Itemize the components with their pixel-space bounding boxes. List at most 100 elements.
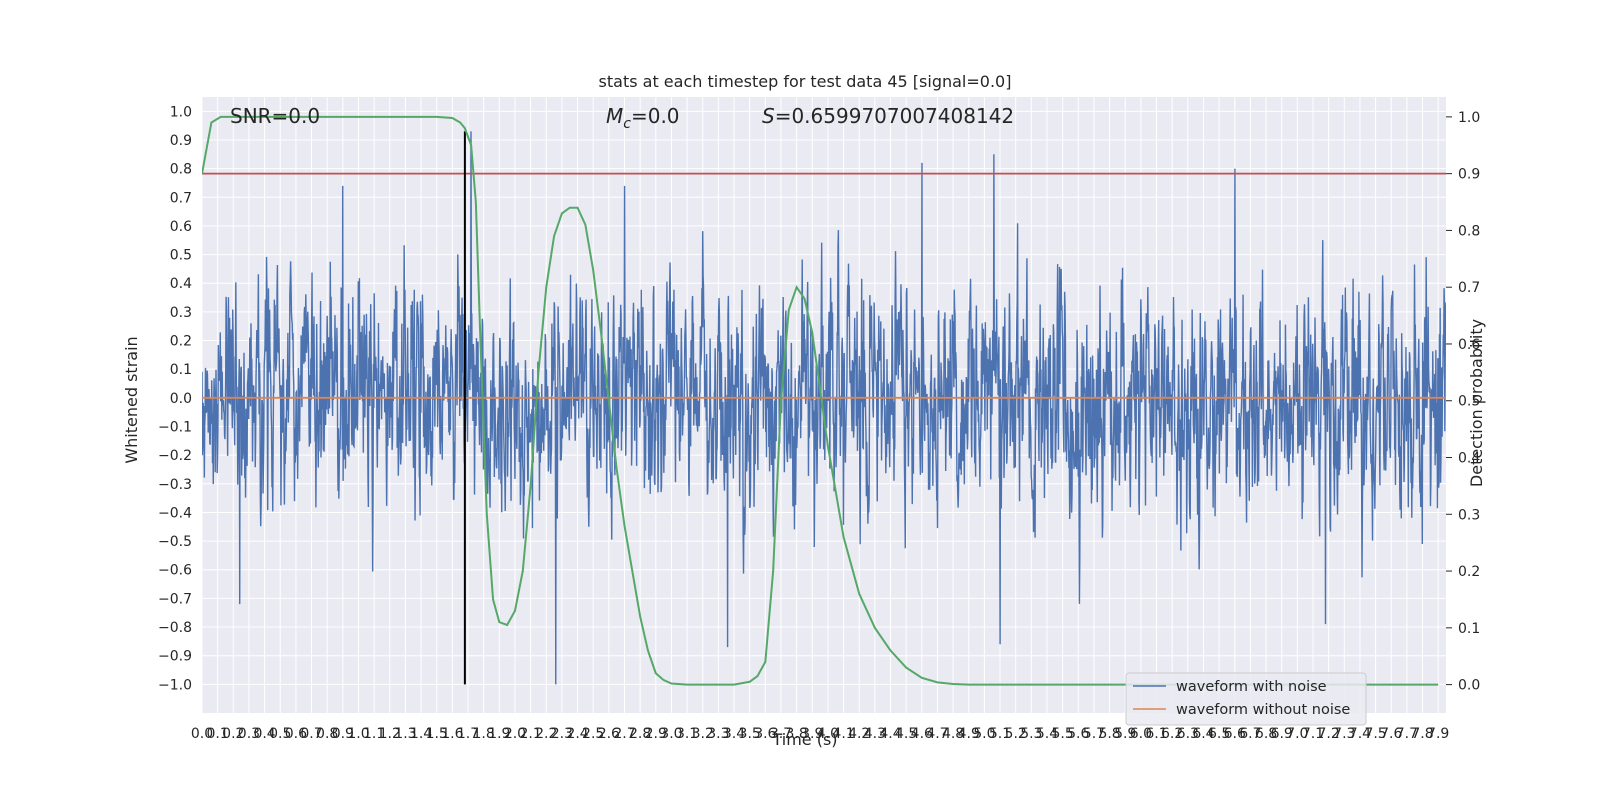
waveform-with-noise-series [202,131,1446,685]
x-tick-label: 5.8 [1098,726,1120,742]
y-right-tick-label: 0.4 [1458,451,1480,467]
x-tick-label: 5.6 [1067,726,1089,742]
y-tick-label: 0.4 [170,276,192,292]
x-tick-label: 7.3 [1333,726,1355,742]
chirp-mass-subscript: c [623,116,631,132]
x-tick-label: 2.9 [645,726,667,742]
x-tick-label: 2.5 [582,726,604,742]
x-tick-label: 4.3 [864,726,886,742]
x-tick-label: 3.9 [801,726,823,742]
x-tick-label: 3.0 [660,726,682,742]
x-tick-label: 3.5 [739,726,761,742]
x-tick-label: 4.9 [958,726,980,742]
y-right-tick-label: 0.6 [1458,337,1480,353]
x-tick-label: 6.3 [1177,726,1199,742]
y-right-tick-label: 0.1 [1458,621,1480,637]
plot-content [202,115,1446,686]
x-tick-label: 4.0 [817,726,839,742]
y-tick-label: −0.5 [158,534,192,550]
y-right-tick-label: 0.7 [1458,280,1480,296]
x-tick-label: 6.4 [1192,726,1214,742]
x-tick-label: 0.8 [316,726,338,742]
y-tick-label: −0.4 [158,505,192,521]
x-tick-label: 6.2 [1161,726,1183,742]
x-tick-label: 3.7 [770,726,792,742]
x-tick-label: 0.5 [269,726,291,742]
x-tick-label: 2.3 [551,726,573,742]
y-right-tick-label: 0.9 [1458,167,1480,183]
x-tick-label: 1.8 [473,726,495,742]
x-tick-label: 7.4 [1349,726,1371,742]
y-tick-label: 0.9 [170,133,192,149]
x-tick-label: 2.2 [535,726,557,742]
x-tick-label: 5.9 [1114,726,1136,742]
chirp-mass-annotation: Mc=0.0 [606,104,680,132]
x-tick-label: 3.4 [723,726,745,742]
x-tick-label: 5.7 [1083,726,1105,742]
x-tick-label: 4.6 [911,726,933,742]
waveform-with-noise-line [202,131,1446,685]
x-tick-label: 0.9 [332,726,354,742]
y-tick-label: −0.9 [158,649,192,665]
legend: waveform with noise waveform without noi… [1125,672,1367,726]
x-tick-label: 3.6 [754,726,776,742]
detection-statistic-symbol: S [762,104,775,128]
x-tick-label: 7.9 [1427,726,1449,742]
series-lines [202,115,1446,686]
y-tick-label: −0.6 [158,563,192,579]
y-right-tick-label: 0.0 [1458,678,1480,694]
x-tick-label: 1.7 [457,726,479,742]
x-tick-label: 0.1 [207,726,229,742]
x-tick-label: 1.0 [347,726,369,742]
y-tick-label: −0.8 [158,620,192,636]
x-tick-label: 4.8 [942,726,964,742]
x-tick-label: 0.6 [285,726,307,742]
y-axis-label: Whitened strain [122,336,141,463]
x-tick-label: 2.6 [598,726,620,742]
y-tick-labels: 1.0 0.9 0.8 0.7 0.6 0.5 0.4 0.3 0.2 0.1 0.0 −0.1 −0.… [158,104,192,693]
x-tick-label: 1.3 [394,726,416,742]
y-tick-label: 0.1 [170,362,192,378]
x-tick-label: 7.7 [1396,726,1418,742]
y-right-tick-label: 0.5 [1458,394,1480,410]
x-tick-label: 0.0 [191,726,213,742]
x-tick-label: 6.7 [1239,726,1261,742]
x-tick-label: 0.4 [253,726,275,742]
y-tick-label: 0.8 [170,162,192,178]
y-right-tick-labels: 1.0 0.9 0.8 0.7 0.6 0.5 0.4 0.3 0.2 0.1 0.0 [1446,110,1480,694]
y-tick-label: 0.5 [170,248,192,264]
y-tick-label: 0.7 [170,190,192,206]
x-tick-label: 6.6 [1224,726,1246,742]
y-right-axis-label: Detection probability [1467,319,1486,487]
detection-statistic-value: =0.6599707007408142 [775,104,1014,128]
y-tick-label: −0.7 [158,591,192,607]
y-right-tick-label: 0.8 [1458,223,1480,239]
y-tick-label: 1.0 [170,104,192,120]
x-tick-label: 7.2 [1318,726,1340,742]
x-tick-label: 2.0 [504,726,526,742]
x-tick-label: 4.4 [879,726,901,742]
x-tick-label: 6.5 [1208,726,1230,742]
y-tick-label: −0.3 [158,477,192,493]
x-tick-label: 7.0 [1286,726,1308,742]
x-tick-label: 5.5 [1051,726,1073,742]
x-tick-label: 3.8 [785,726,807,742]
detection-statistic-annotation: S=0.6599707007408142 [762,104,1014,128]
x-tick-label: 1.6 [441,726,463,742]
x-tick-label: 5.0 [973,726,995,742]
legend-label-clean: waveform without noise [1176,702,1350,718]
x-tick-label: 1.4 [410,726,432,742]
y-tick-label: −0.1 [158,419,192,435]
x-tick-label: 4.2 [848,726,870,742]
x-tick-label: 2.4 [566,726,588,742]
x-tick-label: 4.7 [926,726,948,742]
x-tick-label: 6.0 [1130,726,1152,742]
x-tick-label: 1.9 [488,726,510,742]
chirp-mass-symbol: M [606,104,623,128]
x-tick-label: 4.1 [832,726,854,742]
y-tick-label: 0.0 [170,391,192,407]
x-tick-label: 2.1 [519,726,541,742]
chirp-mass-value: =0.0 [631,104,680,128]
x-tick-label: 1.1 [363,726,385,742]
